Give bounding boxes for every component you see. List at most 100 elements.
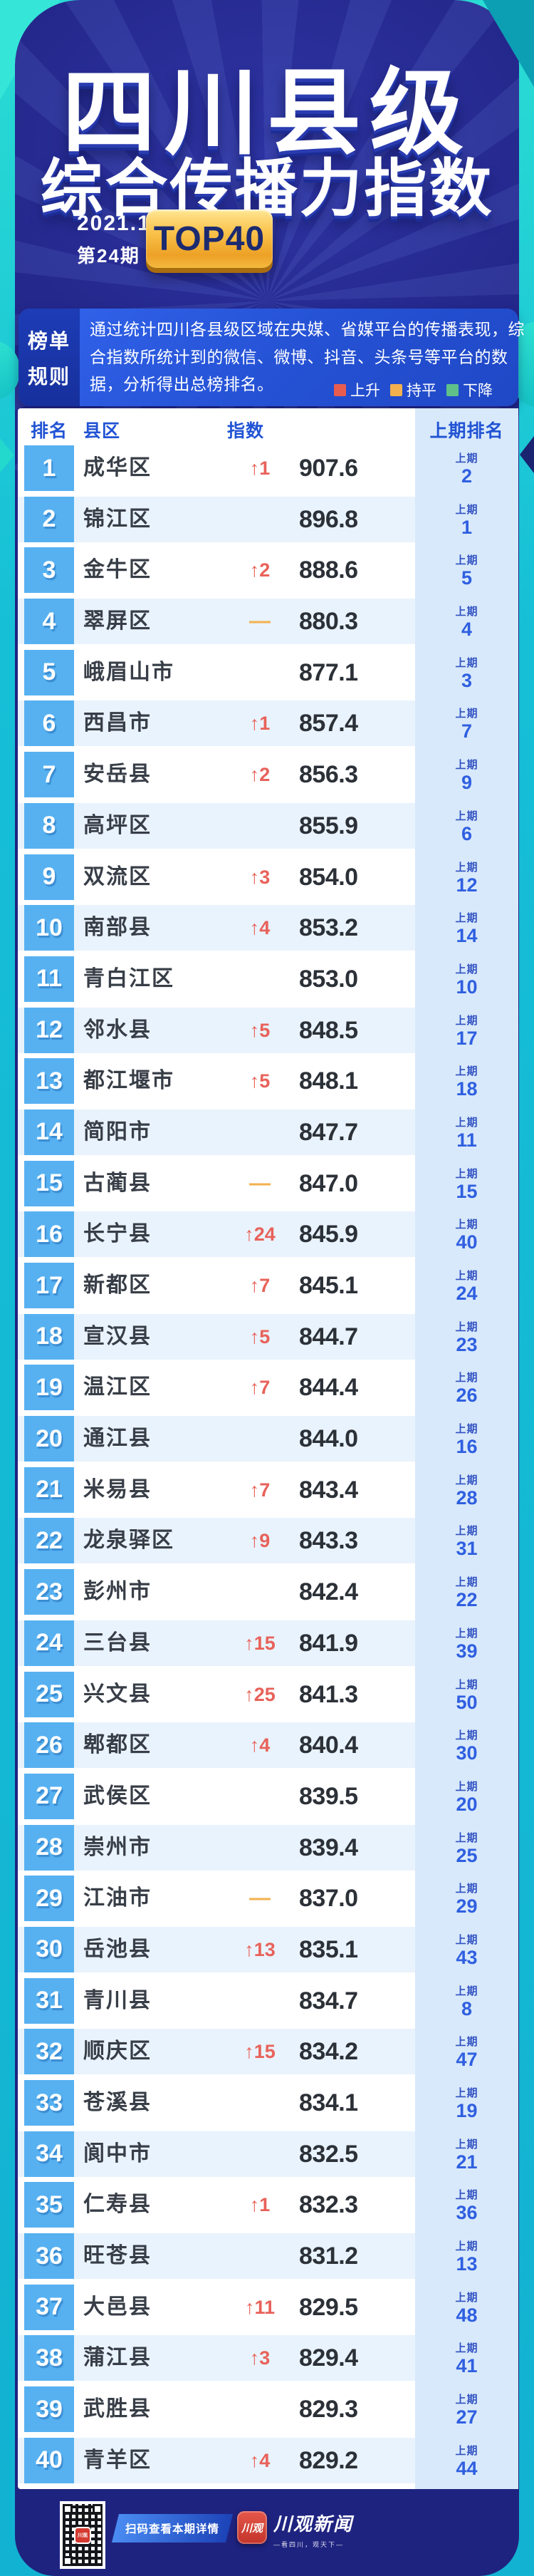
prev-rank-value: 12	[456, 874, 478, 896]
row-band	[18, 2233, 415, 2280]
rank-change-indicator: —	[249, 1886, 271, 1910]
rank-cell: 30	[24, 1926, 74, 1972]
prev-rank-label: 上期	[455, 1525, 478, 1538]
prev-rank-label: 上期	[455, 1831, 478, 1844]
county-name: 郫都区	[83, 1733, 152, 1757]
rank-change-indicator: ↑2	[249, 764, 271, 786]
rank-cell: 28	[24, 1824, 74, 1871]
table-row: 31 青川县 834.7 上期 8	[18, 1977, 478, 2024]
prev-rank-value: 48	[456, 2304, 478, 2326]
table-row: 30 岳池县 ↑13 835.1 上期 43	[18, 1926, 478, 1972]
table-row: 40 青羊区 ↑4 829.2 上期 44	[18, 2437, 478, 2483]
top40-badge-label: TOP40	[153, 219, 266, 258]
rank-change-indicator: ↑9	[249, 1530, 271, 1552]
index-value: 834.2	[299, 2038, 358, 2066]
prev-rank-label: 上期	[455, 2087, 478, 2099]
index-value: 840.4	[299, 1732, 358, 1759]
county-name: 崇州市	[83, 1835, 152, 1859]
table-row: 26 郫都区 ↑4 840.4 上期 30	[18, 1722, 478, 1769]
prev-rank-cell: 上期 12	[415, 854, 518, 900]
prev-rank-label: 上期	[455, 1729, 478, 1742]
prev-rank-label: 上期	[455, 1065, 478, 1078]
rank-cell: 20	[24, 1416, 74, 1462]
prev-rank-label: 上期	[455, 606, 478, 619]
legend-label: 上升	[350, 383, 380, 399]
rank-change-indicator: ↑3	[249, 2347, 271, 2369]
prev-rank-cell: 上期 47	[415, 2029, 518, 2074]
scan-banner: 扫码查看本期详情	[112, 2514, 233, 2543]
county-name: 通江县	[83, 1427, 152, 1451]
rank-change-indicator: ↑4	[249, 917, 271, 939]
table-row: 22 龙泉驿区 ↑9 843.3 上期 31	[18, 1518, 478, 1564]
rank-cell: 32	[24, 2029, 74, 2075]
rank-cell: 36	[24, 2233, 74, 2280]
rank-change-indicator: ↑24	[244, 1224, 276, 1246]
prev-rank-value: 44	[456, 2457, 478, 2479]
rank-change-indicator: ↑5	[249, 1070, 271, 1092]
prev-rank-cell: 上期 30	[415, 1722, 518, 1768]
rank-change-indicator: ↑15	[244, 1632, 276, 1654]
rank-change-indicator: ↑5	[249, 1325, 271, 1348]
table-row: 7 安岳县 ↑2 856.3 上期 9	[18, 752, 478, 798]
prev-rank-value: 20	[456, 1793, 478, 1815]
rules-text: 通过统计四川各县级区域在央媒、省媒平台的传播表现，综合指数所统计到的微信、微博、…	[90, 320, 525, 393]
rules-label-line2: 规则	[27, 365, 70, 388]
row-band	[18, 1518, 415, 1564]
index-value: 907.6	[299, 455, 358, 482]
county-name: 温江区	[83, 1375, 152, 1400]
row-band	[18, 2029, 415, 2075]
index-value: 856.3	[299, 761, 358, 789]
county-name: 宣汉县	[83, 1324, 152, 1348]
table-row: 1 成华区 ↑1 907.6 上期 2	[18, 445, 478, 491]
rules-box: 榜单 规则 通过统计四川各县级区域在央媒、省媒平台的传播表现，综合指数所统计到的…	[19, 309, 525, 406]
rank-change-indicator	[224, 2080, 295, 2126]
prev-rank-value: 6	[461, 822, 473, 844]
table-row: 14 简阳市 847.7 上期 11	[18, 1109, 478, 1155]
prev-rank-value: 25	[456, 1844, 478, 1866]
rank-cell: 9	[24, 854, 74, 900]
rank-cell: 21	[24, 1467, 74, 1513]
prev-rank-column-background	[415, 408, 518, 2489]
news-logo: 川观新闻 —看四川，观天下—	[273, 2510, 353, 2549]
prev-rank-label: 上期	[455, 1933, 478, 1946]
table-row: 5 峨眉山市 877.1 上期 3	[18, 649, 478, 695]
prev-rank-cell: 上期 17	[415, 1008, 518, 1053]
prev-rank-label: 上期	[455, 2036, 478, 2049]
index-value: 845.9	[299, 1221, 358, 1248]
index-value: 880.3	[299, 608, 358, 636]
rank-cell: 10	[24, 905, 74, 951]
news-logo-name: 川观新闻	[273, 2513, 354, 2535]
row-band	[18, 1926, 415, 1972]
index-value: 847.0	[299, 1169, 358, 1197]
rank-change-indicator	[224, 497, 295, 542]
row-band	[18, 1211, 415, 1258]
index-value: 835.1	[299, 1935, 358, 1963]
qr-center-logo: 川观	[74, 2526, 91, 2544]
prev-rank-cell: 上期 27	[415, 2386, 518, 2432]
rank-change-indicator: —	[249, 1171, 271, 1195]
prev-rank-value: 1	[461, 516, 473, 538]
qr-eye-icon	[93, 2504, 103, 2514]
row-band	[18, 599, 415, 645]
rank-cell: 31	[24, 1977, 74, 2024]
rank-cell: 29	[24, 1876, 74, 1922]
rank-cell: 8	[24, 802, 74, 849]
rank-change-indicator	[224, 2131, 295, 2177]
county-name: 长宁县	[83, 1222, 152, 1246]
row-band	[18, 700, 415, 747]
rank-change-indicator	[224, 2233, 295, 2279]
index-value: 847.7	[299, 1118, 358, 1146]
index-value: 888.6	[299, 557, 358, 584]
table-row: 21 米易县 ↑7 843.4 上期 28	[18, 1467, 478, 1513]
county-name: 都江堰市	[83, 1069, 174, 1093]
index-value: 877.1	[299, 658, 358, 686]
prev-rank-cell: 上期 9	[415, 752, 518, 797]
prev-rank-label: 上期	[455, 1320, 478, 1333]
prev-rank-value: 19	[456, 2100, 478, 2121]
rank-change-indicator	[224, 1774, 295, 1819]
rank-change-indicator: —	[249, 609, 271, 633]
prev-rank-label: 上期	[455, 1167, 478, 1180]
table-row: 2 锦江区 896.8 上期 1	[18, 496, 478, 542]
prev-rank-value: 31	[456, 1538, 478, 1560]
row-band	[18, 905, 415, 951]
